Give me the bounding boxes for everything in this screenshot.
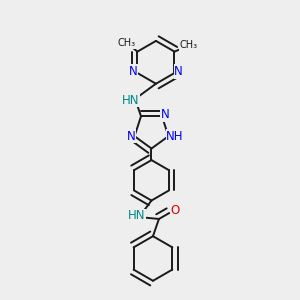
- Text: N: N: [174, 65, 183, 78]
- Text: N: N: [160, 108, 169, 121]
- Text: HN: HN: [122, 94, 140, 106]
- Text: CH₃: CH₃: [179, 40, 197, 50]
- Text: N: N: [127, 130, 135, 143]
- Text: O: O: [171, 204, 180, 217]
- Text: NH: NH: [166, 130, 184, 143]
- Text: CH₃: CH₃: [117, 38, 135, 48]
- Text: HN: HN: [128, 209, 146, 223]
- Text: N: N: [129, 65, 138, 78]
